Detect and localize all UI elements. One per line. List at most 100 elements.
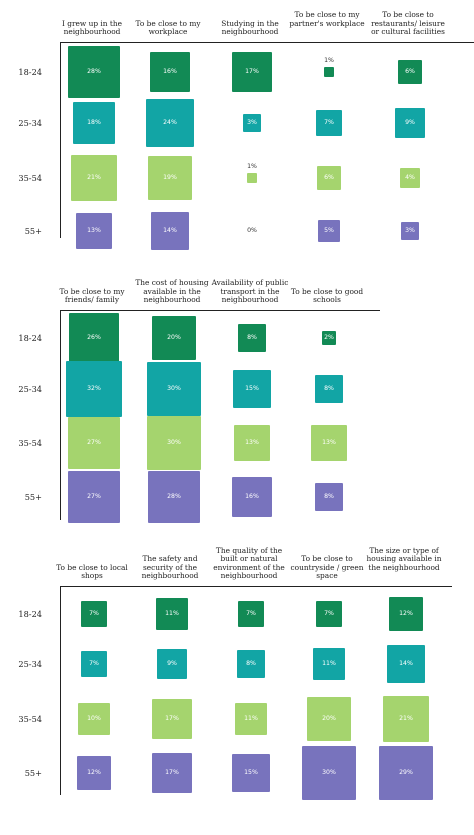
cell-35-54-to-be-close-to-my-partner-s-wo — [316, 165, 342, 191]
cell-35-54-to-be-close-to-countryside-gre — [306, 696, 352, 742]
column-header-to-be-close-to-restaurants-leisure-or-cu: To be close to restaurants/ leisure or c… — [371, 10, 445, 37]
value-label-55-the-size-or-type-of-housing-av: 29% — [399, 769, 413, 776]
value-label-35-54-availability-of-public-transpo: 13% — [245, 439, 259, 446]
row-label-25-34: 25-34 — [18, 659, 42, 669]
cell-18-24-the-safety-and-security-of-the — [155, 597, 189, 631]
cell-55-to-be-close-to-my-partner-s-wo — [317, 219, 341, 243]
cell-55-i-grew-up-in-the-neighbourhood — [76, 213, 112, 249]
cell-18-24-the-quality-of-the-built-or-na — [237, 600, 265, 628]
value-label-55-studying-in-the-neighbourhood: 0% — [247, 227, 257, 234]
cell-25-34-to-be-close-to-countryside-gre — [312, 647, 346, 681]
row-label-18-24: 18-24 — [18, 609, 42, 619]
cell-18-24-to-be-close-to-restaurants-lei — [397, 59, 423, 85]
panel-1-left-rule — [60, 42, 61, 238]
row-label-18-24: 18-24 — [18, 333, 42, 343]
value-label-25-34-to-be-close-to-countryside-gre: 11% — [322, 660, 336, 667]
value-label-18-24-to-be-close-to-my-partner-s-wo: 1% — [324, 57, 334, 65]
cell-18-24-i-grew-up-in-the-neighbourhood — [67, 45, 121, 99]
column-header-the-quality-of-the-built-or-natural-envi: The quality of the built or natural envi… — [213, 545, 285, 581]
value-label-35-54-the-safety-and-security-of-the: 17% — [165, 715, 179, 722]
column-header-to-be-close-to-my-partner-s-workplace: To be close to my partner's workplace — [289, 10, 365, 28]
value-label-55-i-grew-up-in-the-neighbourhood: 13% — [87, 227, 101, 234]
value-label-18-24-availability-of-public-transpo: 8% — [247, 334, 257, 341]
value-label-35-54-the-cost-of-housing-available-: 30% — [167, 439, 181, 446]
row-label-18-24: 18-24 — [18, 67, 42, 77]
row-label-35-54: 35-54 — [18, 173, 42, 183]
value-label-25-34-the-quality-of-the-built-or-na: 8% — [246, 660, 256, 667]
cell-55-to-be-close-to-countryside-gre — [301, 745, 357, 801]
cell-25-34-to-be-close-to-local-shops — [80, 650, 108, 678]
value-label-25-34-availability-of-public-transpo: 15% — [245, 385, 259, 392]
cell-55-to-be-close-to-restaurants-lei — [401, 222, 419, 240]
value-label-55-the-safety-and-security-of-the: 17% — [165, 769, 179, 776]
value-label-18-24-the-safety-and-security-of-the: 11% — [165, 610, 179, 617]
value-label-25-34-to-be-close-to-local-shops: 7% — [89, 660, 99, 667]
value-label-55-to-be-close-to-countryside-gre: 30% — [322, 769, 336, 776]
cell-55-to-be-close-to-my-workplace — [151, 212, 189, 250]
column-header-to-be-close-to-my-workplace: To be close to my workplace — [135, 18, 201, 37]
cell-18-24-the-cost-of-housing-available- — [151, 315, 197, 361]
cell-25-34-to-be-close-to-my-workplace — [145, 98, 195, 148]
panel-2-top-rule — [60, 310, 380, 311]
value-label-25-34-studying-in-the-neighbourhood: 3% — [247, 119, 257, 126]
cell-25-34-to-be-close-to-restaurants-lei — [395, 108, 425, 138]
value-label-35-54-to-be-close-to-good-schools: 13% — [322, 439, 336, 446]
value-label-18-24-studying-in-the-neighbourhood: 17% — [245, 68, 259, 75]
cell-55-the-quality-of-the-built-or-na — [231, 753, 271, 793]
value-label-55-to-be-close-to-local-shops: 12% — [87, 769, 101, 776]
panel-3-left-rule — [60, 586, 61, 795]
cell-18-24-the-size-or-type-of-housing-av — [388, 596, 424, 632]
cell-18-24-to-be-close-to-my-friends-fami — [68, 312, 120, 364]
cell-25-34-to-be-close-to-my-partner-s-wo — [315, 109, 343, 137]
value-label-55-to-be-close-to-my-workplace: 14% — [163, 227, 177, 234]
cell-35-54-the-safety-and-security-of-the — [151, 698, 193, 740]
value-label-25-34-the-cost-of-housing-available-: 30% — [167, 385, 181, 392]
value-label-18-24-to-be-close-to-my-friends-fami: 26% — [87, 334, 101, 341]
row-label-55: 55+ — [24, 768, 42, 778]
cell-35-54-to-be-close-to-good-schools — [311, 425, 347, 461]
value-label-35-54-i-grew-up-in-the-neighbourhood: 21% — [87, 174, 101, 181]
cell-55-the-size-or-type-of-housing-av — [379, 746, 433, 800]
row-label-35-54: 35-54 — [18, 714, 42, 724]
value-label-18-24-the-quality-of-the-built-or-na: 7% — [246, 610, 256, 617]
value-label-35-54-to-be-close-to-my-partner-s-wo: 6% — [324, 174, 334, 181]
cell-25-34-the-quality-of-the-built-or-na — [237, 650, 265, 678]
value-label-18-24-to-be-close-to-good-schools: 2% — [324, 334, 334, 341]
column-header-availability-of-public-transport-in-the-: Availability of public transport in the … — [211, 278, 289, 305]
value-label-35-54-to-be-close-to-my-friends-fami: 27% — [87, 439, 101, 446]
row-label-55: 55+ — [24, 226, 42, 236]
row-label-55: 55+ — [24, 492, 42, 502]
value-label-18-24-to-be-close-to-restaurants-lei: 6% — [405, 68, 415, 75]
value-label-18-24-i-grew-up-in-the-neighbourhood: 28% — [87, 68, 101, 75]
cell-18-24-to-be-close-to-local-shops — [80, 600, 108, 628]
cell-35-54-the-size-or-type-of-housing-av — [383, 696, 429, 742]
value-label-25-34-to-be-close-to-my-partner-s-wo: 7% — [324, 119, 334, 126]
cell-35-54-to-be-close-to-restaurants-lei — [400, 168, 420, 188]
value-label-55-the-quality-of-the-built-or-na: 15% — [244, 769, 258, 776]
column-header-i-grew-up-in-the-neighbourhood: I grew up in the neighbourhood — [62, 18, 122, 37]
value-label-55-to-be-close-to-good-schools: 8% — [324, 493, 334, 500]
cell-35-54-i-grew-up-in-the-neighbourhood — [71, 155, 117, 201]
value-label-25-34-to-be-close-to-restaurants-lei: 9% — [405, 119, 415, 126]
cell-35-54-to-be-close-to-my-workplace — [148, 156, 192, 200]
cell-35-54-the-quality-of-the-built-or-na — [234, 702, 268, 736]
value-label-35-54-the-size-or-type-of-housing-av: 21% — [399, 715, 413, 722]
cell-18-24-to-be-close-to-countryside-gre — [315, 600, 343, 628]
cell-35-54-availability-of-public-transpo — [234, 425, 270, 461]
cell-55-to-be-close-to-good-schools — [315, 483, 343, 511]
panel-3-top-rule — [60, 586, 452, 587]
column-header-the-size-or-type-of-housing-available-in: The size or type of housing available in… — [366, 545, 442, 572]
value-label-18-24-to-be-close-to-countryside-gre: 7% — [324, 610, 334, 617]
value-label-18-24-the-cost-of-housing-available-: 20% — [167, 334, 181, 341]
cell-55-the-safety-and-security-of-the — [151, 752, 193, 794]
panel-1-top-rule — [60, 42, 474, 43]
column-header-to-be-close-to-my-friends-family: To be close to my friends/ family — [59, 286, 125, 305]
cell-25-34-to-be-close-to-my-friends-fami — [66, 361, 122, 417]
panel-2-left-rule — [60, 310, 61, 520]
cell-25-34-i-grew-up-in-the-neighbourhood — [73, 102, 115, 144]
value-label-25-34-i-grew-up-in-the-neighbourhood: 18% — [87, 119, 101, 126]
cell-25-34-the-safety-and-security-of-the — [157, 649, 187, 679]
cell-35-54-to-be-close-to-local-shops — [78, 703, 110, 735]
value-label-55-availability-of-public-transpo: 16% — [245, 493, 259, 500]
